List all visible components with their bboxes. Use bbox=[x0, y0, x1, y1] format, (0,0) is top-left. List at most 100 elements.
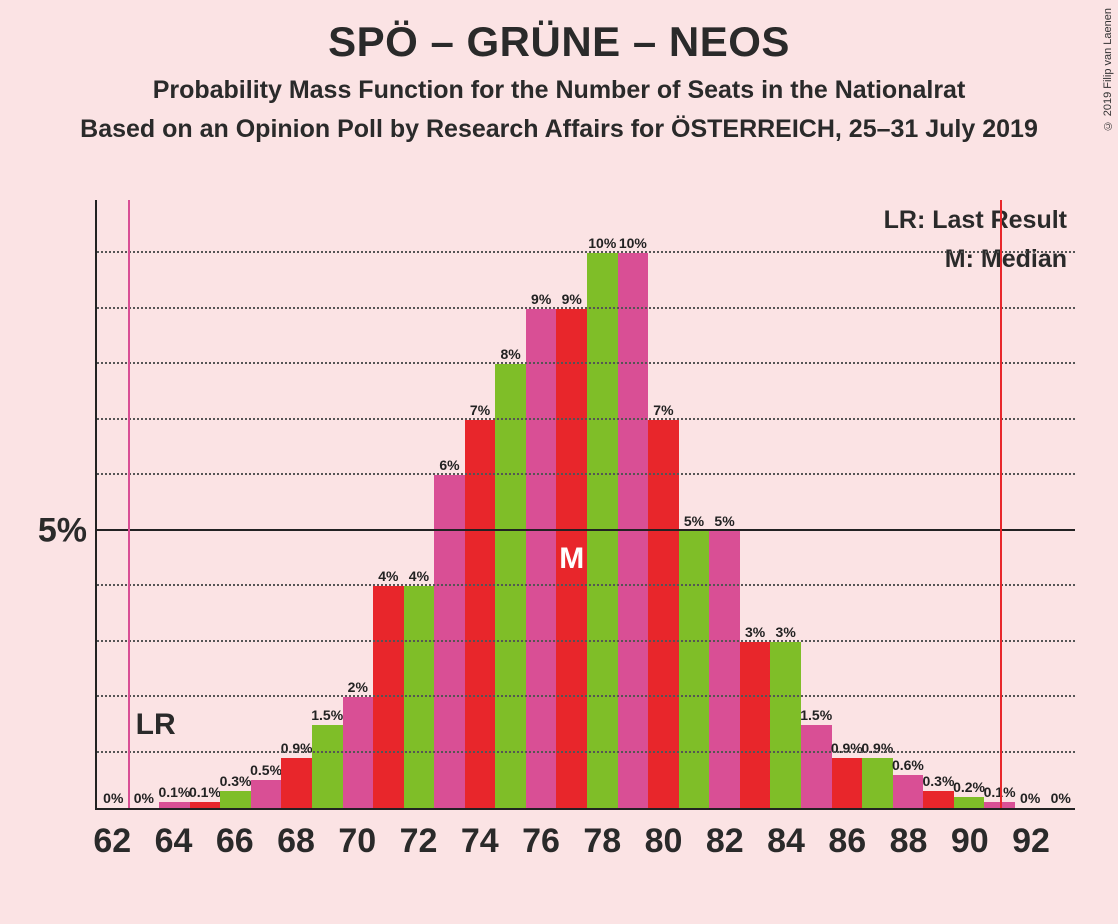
bar-slot: 0.9% bbox=[280, 200, 311, 808]
bar-83: 3% bbox=[740, 642, 771, 808]
bar-value-label: 0.6% bbox=[892, 757, 924, 775]
bar-slot: 3% bbox=[769, 200, 800, 808]
x-tick-68: 68 bbox=[277, 822, 315, 861]
bar-81: 5% bbox=[679, 531, 710, 808]
bar-slot: 0.6% bbox=[892, 200, 923, 808]
x-tick-78: 78 bbox=[583, 822, 621, 861]
gridline bbox=[97, 251, 1075, 253]
bar-slot: 3% bbox=[739, 200, 770, 808]
bar-value-label: 0.9% bbox=[831, 740, 863, 758]
bar-slot: 0% bbox=[97, 200, 128, 808]
bar-slot: 0.1% bbox=[983, 200, 1014, 808]
bar-value-label: 0% bbox=[134, 790, 154, 808]
gridline bbox=[97, 751, 1075, 753]
bar-value-label: 0% bbox=[1051, 790, 1071, 808]
bar-value-label: 0.9% bbox=[861, 740, 893, 758]
gridline bbox=[97, 529, 1075, 531]
bar-slot: 10% bbox=[586, 200, 617, 808]
bar-value-label: 1.5% bbox=[311, 707, 343, 725]
x-tick-90: 90 bbox=[951, 822, 989, 861]
bar-slot: 0% bbox=[1014, 200, 1045, 808]
x-tick-74: 74 bbox=[461, 822, 499, 861]
bar-value-label: 0.9% bbox=[281, 740, 313, 758]
y-axis-label: 5% bbox=[38, 511, 97, 550]
bar-82: 5% bbox=[709, 531, 740, 808]
bar-slot: 9%M bbox=[555, 200, 586, 808]
chart-title: SPÖ – GRÜNE – NEOS bbox=[0, 0, 1118, 66]
x-tick-76: 76 bbox=[522, 822, 560, 861]
bar-value-label: 0% bbox=[1020, 790, 1040, 808]
bar-slot: 0.3% bbox=[219, 200, 250, 808]
x-tick-84: 84 bbox=[767, 822, 805, 861]
bar-slot: 0.1% bbox=[189, 200, 220, 808]
bar-slot: 10% bbox=[617, 200, 648, 808]
bar-value-label: 0.1% bbox=[158, 784, 190, 802]
x-tick-64: 64 bbox=[155, 822, 193, 861]
bar-value-label: 0.3% bbox=[220, 773, 252, 791]
bar-slot: 0.9% bbox=[861, 200, 892, 808]
gridline bbox=[97, 418, 1075, 420]
copyright-text: © 2019 Filip van Laenen bbox=[1102, 8, 1114, 131]
bar-72: 4% bbox=[404, 586, 435, 808]
bar-value-label: 1.5% bbox=[800, 707, 832, 725]
gridline bbox=[97, 640, 1075, 642]
bar-slot: 7% bbox=[464, 200, 495, 808]
bar-value-label: 0% bbox=[103, 790, 123, 808]
x-tick-66: 66 bbox=[216, 822, 254, 861]
plot-area: LR: Last Result M: Median 0%0%0.1%0.1%0.… bbox=[95, 200, 1075, 810]
lr-label: LR bbox=[136, 708, 176, 742]
result-line bbox=[1000, 200, 1002, 808]
bar-87: 0.9% bbox=[862, 758, 893, 808]
bar-79: 10% bbox=[618, 253, 649, 808]
gridline bbox=[97, 584, 1075, 586]
x-tick-62: 62 bbox=[93, 822, 131, 861]
x-tick-70: 70 bbox=[338, 822, 376, 861]
lr-line bbox=[128, 200, 130, 808]
bar-70: 2% bbox=[343, 697, 374, 808]
bar-slot: 9% bbox=[525, 200, 556, 808]
bar-slot: 6% bbox=[433, 200, 464, 808]
median-marker: M bbox=[559, 542, 584, 576]
bar-67: 0.5% bbox=[251, 780, 282, 808]
bar-slot: 0.5% bbox=[250, 200, 281, 808]
bar-slot: 5% bbox=[708, 200, 739, 808]
bar-slot: 4% bbox=[403, 200, 434, 808]
gridline bbox=[97, 695, 1075, 697]
bar-slot: 5% bbox=[678, 200, 709, 808]
bar-88: 0.6% bbox=[893, 775, 924, 808]
bar-slot: 7% bbox=[647, 200, 678, 808]
bar-77: 9%M bbox=[556, 309, 587, 808]
x-tick-92: 92 bbox=[1012, 822, 1050, 861]
bar-76: 9% bbox=[526, 309, 557, 808]
gridline bbox=[97, 307, 1075, 309]
gridline bbox=[97, 362, 1075, 364]
chart-subtitle-2: Based on an Opinion Poll by Research Aff… bbox=[0, 115, 1118, 144]
x-tick-82: 82 bbox=[706, 822, 744, 861]
bar-slot: 0.9% bbox=[831, 200, 862, 808]
bar-66: 0.3% bbox=[220, 791, 251, 808]
bar-73: 6% bbox=[434, 475, 465, 808]
bar-86: 0.9% bbox=[832, 758, 863, 808]
bar-slot: 2% bbox=[342, 200, 373, 808]
bar-value-label: 0.3% bbox=[923, 773, 955, 791]
bar-value-label: 0.1% bbox=[189, 784, 221, 802]
bar-value-label: 0.5% bbox=[250, 762, 282, 780]
x-tick-86: 86 bbox=[828, 822, 866, 861]
bar-value-label: 0.2% bbox=[953, 779, 985, 797]
bar-slot: 1.5% bbox=[311, 200, 342, 808]
gridline bbox=[97, 473, 1075, 475]
bars-container: 0%0%0.1%0.1%0.3%0.5%0.9%1.5%2%4%4%6%7%8%… bbox=[97, 200, 1075, 808]
bar-89: 0.3% bbox=[923, 791, 954, 808]
bar-69: 1.5% bbox=[312, 725, 343, 808]
bar-84: 3% bbox=[770, 642, 801, 808]
bar-90: 0.2% bbox=[954, 797, 985, 808]
x-tick-72: 72 bbox=[400, 822, 438, 861]
bar-85: 1.5% bbox=[801, 725, 832, 808]
bar-slot: 0% bbox=[1044, 200, 1075, 808]
x-axis-labels: 62646668707274767880828486889092 bbox=[97, 808, 1075, 868]
bar-78: 10% bbox=[587, 253, 618, 808]
bar-slot: 0.2% bbox=[953, 200, 984, 808]
chart-subtitle-1: Probability Mass Function for the Number… bbox=[0, 76, 1118, 105]
bar-68: 0.9% bbox=[281, 758, 312, 808]
x-tick-88: 88 bbox=[890, 822, 928, 861]
